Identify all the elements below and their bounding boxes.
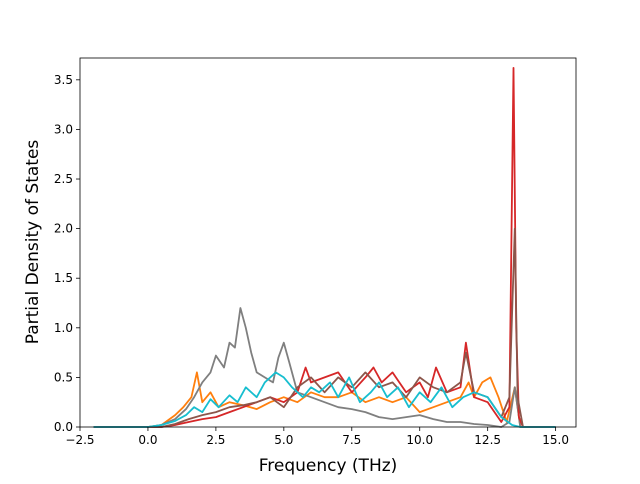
x-tick-label: 0.0 bbox=[138, 433, 157, 447]
y-tick-label: 3.5 bbox=[54, 73, 73, 87]
y-tick-label: 2.0 bbox=[54, 222, 73, 236]
x-axis-ticks: −2.5 0.0 2.5 5.0 7.5 10.0 12.5 15.0 bbox=[65, 427, 569, 447]
x-axis-label: Frequency (THz) bbox=[259, 456, 398, 476]
series-line-2 bbox=[93, 307, 556, 428]
y-tick-label: 0.5 bbox=[54, 370, 73, 384]
x-tick-label: 12.5 bbox=[474, 433, 501, 447]
y-tick-label: 3.0 bbox=[54, 122, 73, 136]
series-line-1 bbox=[93, 371, 556, 428]
y-axis-label: Partial Density of States bbox=[23, 140, 43, 345]
x-tick-label: 10.0 bbox=[406, 433, 433, 447]
y-tick-label: 1.5 bbox=[54, 271, 73, 285]
y-tick-label: 0.0 bbox=[54, 420, 73, 434]
y-axis-ticks: 0.0 0.5 1.0 1.5 2.0 2.5 3.0 3.5 bbox=[54, 73, 80, 434]
series-lines bbox=[93, 67, 556, 428]
x-tick-label: 15.0 bbox=[542, 433, 569, 447]
plot-frame bbox=[79, 57, 577, 428]
series-line-5 bbox=[93, 371, 556, 428]
y-tick-label: 1.0 bbox=[54, 321, 73, 335]
x-tick-label: 5.0 bbox=[274, 433, 293, 447]
series-line-3 bbox=[93, 67, 556, 428]
x-tick-label: 2.5 bbox=[206, 433, 225, 447]
y-tick-label: 2.5 bbox=[54, 172, 73, 186]
x-tick-label: 7.5 bbox=[342, 433, 361, 447]
x-tick-label: −2.5 bbox=[65, 433, 94, 447]
